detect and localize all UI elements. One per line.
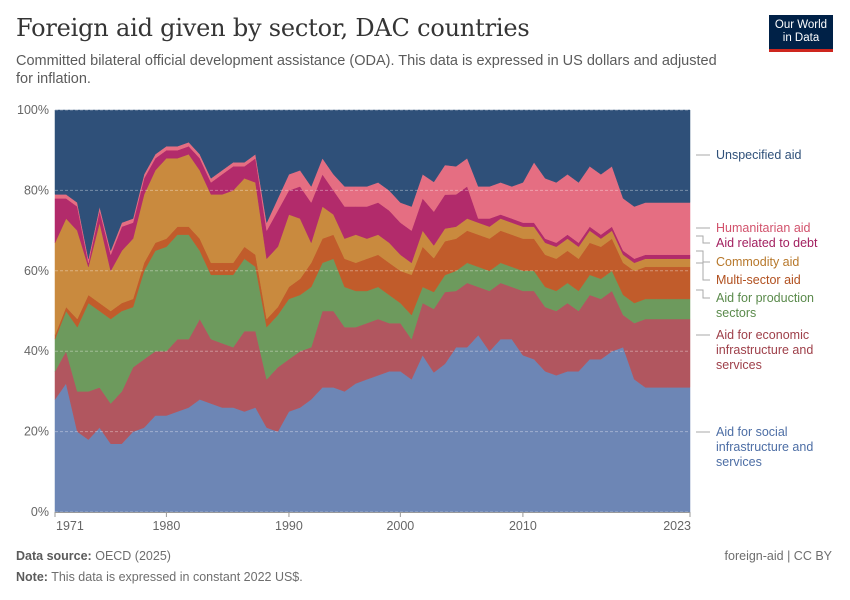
legend-label-aid-for-social-infrastructure-and-services: Aid for social infrastructure and services <box>716 425 813 469</box>
stacked-area-chart: 0% 20% 40% 60% 80% 100% 1971 1980 1990 2000 2010 20… <box>17 103 818 533</box>
owid-logo[interactable]: Our World in Data <box>769 15 833 52</box>
note-label: Note: <box>16 570 48 584</box>
legend-label-unspecified-aid: Unspecified aid <box>716 148 802 162</box>
x-tick-label: 1980 <box>152 519 180 533</box>
legend-label-commodity-aid: Commodity aid <box>716 255 799 269</box>
legend-label-aid-related-to-debt: Aid related to debt <box>716 236 818 250</box>
legend-connector <box>696 235 710 244</box>
chart-title: Foreign aid given by sector, DAC countri… <box>16 14 530 42</box>
license-slug[interactable]: foreign-aid | CC BY <box>724 549 832 563</box>
chart-note: Note: This data is expressed in constant… <box>16 570 303 584</box>
x-tick-label: 1971 <box>56 519 84 533</box>
y-tick-label: 20% <box>24 425 49 439</box>
x-tick-label: 2010 <box>509 519 537 533</box>
x-tick-label: 1990 <box>275 519 303 533</box>
legend-connector <box>696 289 710 299</box>
data-source-value[interactable]: OECD (2025) <box>95 549 171 563</box>
data-source-label: Data source: <box>16 549 92 563</box>
y-tick-label: 60% <box>24 264 49 278</box>
legend-label-aid-for-production-sectors: Aid for production sectors <box>716 291 814 320</box>
legend-label-humanitarian-aid: Humanitarian aid <box>716 221 811 235</box>
note-value: This data is expressed in constant 2022 … <box>51 570 303 584</box>
logo-line-1: Our World <box>774 19 828 31</box>
x-tick-label: 2000 <box>386 519 414 533</box>
x-tick-label: 2023 <box>663 519 691 533</box>
legend-connector <box>696 262 710 281</box>
logo-line-2: in Data <box>782 32 820 44</box>
legend-label-multi-sector-aid: Multi-sector aid <box>716 273 801 287</box>
area-unspecified-aid <box>54 109 691 259</box>
legend-connector <box>696 250 710 263</box>
y-tick-label: 0% <box>31 505 49 519</box>
y-tick-label: 40% <box>24 344 49 358</box>
chart-subtitle: Committed bilateral official development… <box>16 53 717 87</box>
data-source: Data source: OECD (2025) <box>16 549 171 563</box>
legend-label-aid-for-economic-infrastructure-and-services: Aid for economic infrastructure and servic… <box>716 328 813 372</box>
y-tick-label: 100% <box>17 103 49 117</box>
y-tick-label: 80% <box>24 183 49 197</box>
